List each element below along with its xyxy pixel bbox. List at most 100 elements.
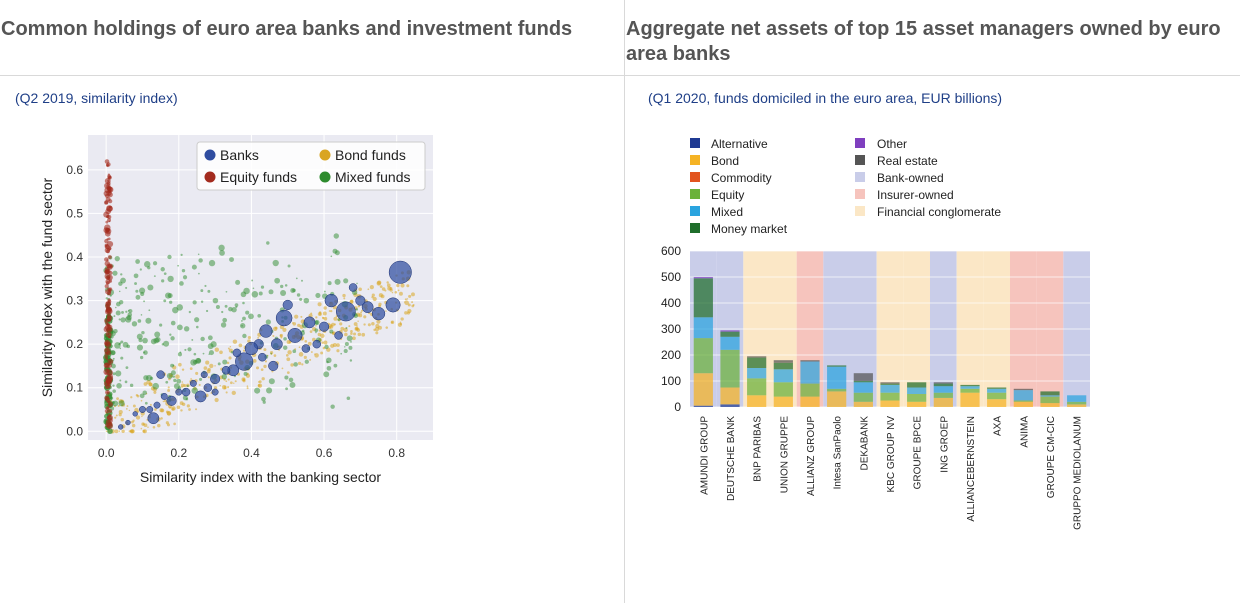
- bond-fund-point: [323, 306, 327, 310]
- bar-segment: [933, 392, 953, 398]
- bar-segment: [693, 277, 713, 279]
- bond-fund-point: [361, 332, 366, 337]
- mixed-fund-point: [191, 387, 198, 394]
- bond-fund-point: [314, 353, 316, 355]
- legend-marker: [204, 149, 216, 161]
- legend-label: Real estate: [877, 154, 938, 168]
- mixed-fund-point: [258, 291, 263, 296]
- mixed-fund-point: [139, 355, 144, 360]
- bank-point: [175, 388, 183, 396]
- bond-fund-point: [140, 427, 143, 430]
- equity-fund-point: [104, 177, 111, 184]
- mixed-fund-point: [109, 294, 112, 297]
- bond-fund-point: [143, 423, 148, 428]
- mixed-fund-point: [131, 321, 138, 327]
- mixed-fund-point: [169, 300, 173, 304]
- bond-fund-point: [376, 281, 381, 286]
- mixed-fund-point: [241, 320, 243, 322]
- bond-fund-point: [257, 384, 261, 387]
- bond-fund-point: [175, 374, 180, 379]
- equity-fund-point: [107, 177, 111, 180]
- mixed-fund-point: [248, 313, 254, 320]
- bond-fund-point: [153, 390, 157, 394]
- mixed-fund-point: [350, 341, 352, 343]
- mixed-fund-point: [270, 352, 273, 355]
- bond-fund-point: [357, 332, 362, 337]
- mixed-fund-point: [251, 279, 254, 282]
- bond-fund-point: [385, 310, 387, 312]
- x-tick-label: KBC GROUP NV: [886, 416, 897, 493]
- bar-segment: [720, 387, 740, 405]
- mixed-fund-point: [113, 315, 116, 317]
- bar-segment: [933, 386, 953, 393]
- bond-fund-point: [343, 297, 346, 300]
- mixed-fund-point: [118, 343, 121, 346]
- bond-fund-point: [231, 390, 236, 396]
- mixed-fund-point: [292, 288, 296, 293]
- equity-fund-point: [104, 355, 109, 359]
- bar-segment: [1040, 391, 1060, 396]
- mixed-fund-point: [260, 285, 265, 289]
- bond-fund-point: [400, 283, 405, 288]
- mixed-fund-point: [288, 377, 294, 383]
- bar-segment: [747, 395, 767, 407]
- mixed-fund-point: [165, 380, 169, 384]
- mixed-fund-point: [170, 370, 176, 376]
- bar-segment: [907, 387, 927, 394]
- equity-fund-point: [106, 407, 110, 410]
- bond-fund-point: [350, 332, 353, 335]
- bond-fund-point: [273, 354, 277, 357]
- x-tick-label: ANIMA: [1019, 416, 1030, 448]
- bond-fund-point: [361, 309, 364, 312]
- mixed-fund-point: [137, 319, 142, 323]
- bond-fund-point: [130, 396, 133, 399]
- mixed-fund-point: [119, 379, 122, 382]
- equity-fund-point: [106, 259, 109, 262]
- mixed-fund-point: [231, 307, 237, 313]
- mixed-fund-point: [153, 337, 160, 344]
- bond-fund-point: [228, 356, 232, 360]
- bond-fund-point: [330, 343, 335, 348]
- bar-segment: [693, 317, 713, 339]
- legend-swatch: [690, 138, 700, 148]
- mixed-fund-point: [160, 267, 165, 272]
- mixed-fund-point: [315, 331, 317, 334]
- equity-fund-point: [107, 214, 112, 220]
- mixed-fund-point: [118, 400, 125, 407]
- mixed-fund-point: [136, 344, 144, 351]
- bond-fund-point: [157, 423, 161, 428]
- mixed-fund-point: [120, 356, 124, 360]
- mixed-fund-point: [198, 258, 203, 263]
- bond-fund-point: [404, 298, 407, 301]
- y-tick-label: 600: [661, 244, 681, 258]
- bond-fund-point: [384, 289, 387, 292]
- bar-segment: [693, 338, 713, 374]
- right-chart-title: Aggregate net assets of top 15 asset man…: [626, 18, 1221, 65]
- equity-fund-point: [106, 164, 109, 167]
- bank-point: [361, 301, 374, 313]
- bond-fund-point: [131, 423, 136, 428]
- equity-fund-point: [105, 371, 108, 375]
- bond-fund-point: [286, 339, 291, 345]
- mixed-fund-point: [112, 372, 116, 376]
- equity-fund-point: [104, 230, 111, 237]
- bond-fund-point: [257, 336, 260, 339]
- legend-label: Banks: [220, 147, 259, 163]
- bond-fund-point: [399, 291, 403, 296]
- y-tick-label: 300: [661, 322, 681, 336]
- bar-segment: [960, 384, 980, 387]
- y-tick-label: 0.0: [66, 424, 83, 438]
- mixed-fund-point: [167, 254, 172, 260]
- x-tick-label: BNP PARIBAS: [753, 416, 764, 482]
- x-tick-label: GROUPE BPCE: [913, 416, 924, 490]
- bank-point: [335, 301, 356, 322]
- mixed-fund-point: [299, 297, 303, 301]
- mixed-fund-point: [195, 325, 199, 329]
- mixed-fund-point: [118, 290, 121, 293]
- mixed-fund-point: [266, 387, 273, 394]
- legend-swatch: [855, 189, 865, 199]
- bar-segment: [747, 368, 767, 379]
- x-tick-label: ING GROEP: [939, 416, 950, 473]
- bank-point: [189, 379, 197, 387]
- bond-fund-point: [375, 331, 379, 335]
